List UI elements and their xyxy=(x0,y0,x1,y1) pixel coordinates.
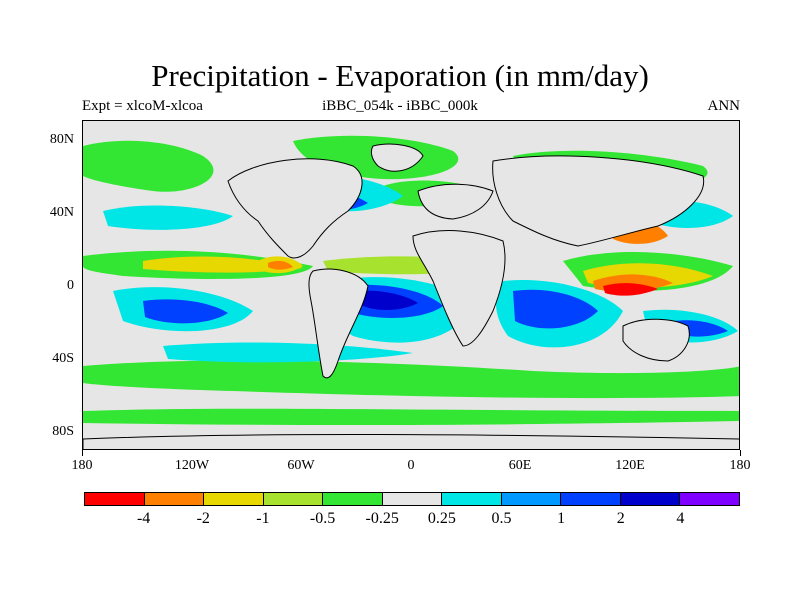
colorbar-label: 0.25 xyxy=(427,510,456,527)
chart-title: Precipitation - Evaporation (in mm/day) xyxy=(151,58,649,93)
season-label: ANN xyxy=(707,98,741,114)
colorbar-swatch xyxy=(620,493,681,505)
colorbar-swatch xyxy=(382,493,443,505)
field-cyan-north-pacific xyxy=(103,205,233,230)
tick-x xyxy=(82,450,83,456)
colorbar-label: -4 xyxy=(136,510,151,527)
run-difference-label: iBBC_054k - iBBC_000k xyxy=(322,98,478,114)
field-green-north-pacific xyxy=(83,140,214,192)
lat-label-80n: 80N xyxy=(49,132,74,147)
field-cyan-southern-ocean xyxy=(163,342,413,363)
coastline-australia xyxy=(622,318,690,362)
colorbar-label: -2 xyxy=(196,510,210,527)
field-orange-central-america xyxy=(268,260,293,270)
field-darkblue-south-atlantic xyxy=(358,290,418,310)
coastline-africa xyxy=(412,230,506,347)
lon-label-120e: 120E xyxy=(615,458,645,473)
field-red-maritime xyxy=(603,283,658,296)
lon-label-60e: 60E xyxy=(508,458,532,473)
coastline-greenland xyxy=(370,143,424,172)
lon-label-60w: 60W xyxy=(287,458,315,473)
colorbar-label: 4 xyxy=(676,510,685,527)
lat-label-40n: 40N xyxy=(49,205,74,220)
colorbar-swatch xyxy=(501,493,562,505)
lat-label-80s: 80S xyxy=(52,424,74,439)
colorbar-swatch xyxy=(442,493,502,505)
coastline-europe xyxy=(417,183,494,220)
map-panel xyxy=(82,120,740,450)
colorbar-swatch xyxy=(323,493,383,505)
colorbar-swatch xyxy=(561,493,621,505)
field-blue-south-pacific xyxy=(143,299,228,324)
colorbar-label: 0.5 xyxy=(491,510,512,527)
colorbar-swatch xyxy=(144,493,205,505)
lat-label-eq: 0 xyxy=(67,278,74,293)
colorbar-label: -0.5 xyxy=(309,510,336,527)
colorbar-swatch xyxy=(85,493,145,505)
field-green-southern-ocean xyxy=(83,360,739,399)
lon-label-120w: 120W xyxy=(174,458,210,473)
coastline-south-america xyxy=(308,268,369,379)
colorbar-swatch xyxy=(204,493,264,505)
colorbar-label: -1 xyxy=(256,510,270,527)
lon-label-0: 0 xyxy=(407,458,415,473)
colorbar-swatch xyxy=(263,493,324,505)
field-green-antarctic xyxy=(83,408,739,426)
tick-x xyxy=(740,450,741,456)
coastline-asia xyxy=(492,155,705,247)
pe-field-map xyxy=(83,121,739,449)
field-blue-indian-ocean xyxy=(513,289,598,329)
colorbar-label: -0.25 xyxy=(365,510,399,527)
lat-label-40s: 40S xyxy=(52,351,74,366)
experiment-label: Expt = xlcoM-xlcoa xyxy=(82,98,203,114)
coastline-north-america xyxy=(227,158,363,259)
colorbar-label: 2 xyxy=(616,510,625,527)
colorbar-label: 1 xyxy=(557,510,566,527)
coastline-group xyxy=(83,143,739,449)
lon-label-180w: 180 xyxy=(71,458,93,473)
coastline-antarctica xyxy=(83,434,739,449)
colorbar-swatch xyxy=(680,493,740,505)
colorbar xyxy=(84,492,740,506)
lon-label-180e: 180 xyxy=(729,458,751,473)
